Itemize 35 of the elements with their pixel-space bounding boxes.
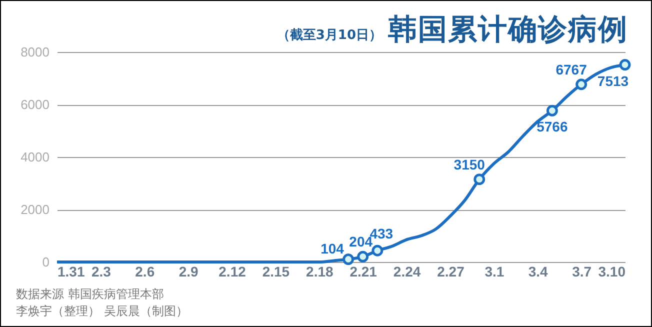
x-tick-label: 2.6 [135, 264, 155, 280]
x-tick-label: 2.21 [350, 264, 378, 280]
point [474, 174, 486, 186]
text: 李焕宇（整理） 吴辰晨（制图） [16, 303, 188, 320]
y-tick-label: 0 [42, 254, 50, 270]
x-tick-label: 2.12 [218, 264, 246, 280]
data-label: 7513 [597, 72, 629, 89]
x-tick-label: 2.24 [393, 264, 421, 280]
point [342, 254, 354, 265]
x-tick-label: 2.9 [178, 264, 199, 280]
point [357, 250, 369, 262]
x-tick-label: 3.7 [572, 264, 592, 280]
point [576, 78, 588, 90]
point [546, 104, 558, 116]
x-tick-label: 3.1 [484, 264, 504, 280]
data-label: 5766 [536, 118, 568, 135]
x-tick-label: 2.27 [437, 264, 465, 280]
point [372, 244, 384, 256]
x-tick-label: 2.15 [262, 264, 290, 280]
source-note: 数据来源 韩国疾病管理本部 [16, 286, 165, 303]
x-tick-label: 1.31 [58, 264, 85, 280]
y-tick-label: 8000 [20, 44, 50, 60]
data-label: 3150 [454, 156, 486, 172]
x-tick-label: 3.4 [528, 264, 548, 280]
y-tick-label: 6000 [20, 97, 50, 112]
chart-title: 韩国累计确诊病例 [388, 11, 628, 48]
y-tick-label: 2000 [20, 202, 50, 217]
chart-subtitle: （截至3月10日） [276, 27, 382, 44]
x-tick-label: 2.18 [306, 264, 334, 280]
point [619, 59, 631, 70]
data-label: 104 [320, 240, 344, 256]
x-tick-label: 2.3 [91, 264, 112, 280]
x-tick-label: 3.10 [598, 264, 626, 280]
y-tick-label: 4000 [20, 150, 50, 164]
data-label: 6767 [556, 61, 588, 78]
